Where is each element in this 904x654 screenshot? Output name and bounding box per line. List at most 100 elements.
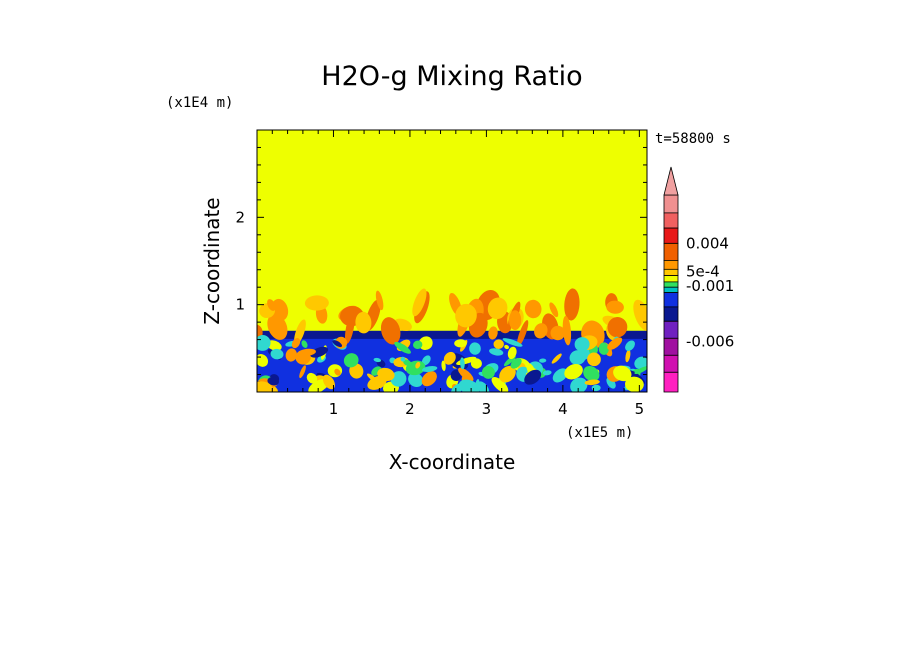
eddy-blob (408, 372, 424, 388)
eddy-blob (267, 376, 279, 386)
colorbar-level (663, 227, 679, 244)
x-scale-label: (x1E5 m) (566, 425, 633, 441)
eddy-blob (310, 346, 329, 358)
plot-field (257, 130, 647, 392)
x-axis-label: X-coordinate (389, 450, 516, 474)
eddy-blob (266, 340, 282, 351)
eddy-blob (587, 352, 601, 367)
z-scale-label: (x1E4 m) (166, 95, 233, 111)
colorbar-level (663, 371, 679, 393)
colorbar-level (663, 337, 679, 356)
plume-blob (516, 320, 529, 347)
eddy-blob (415, 361, 421, 369)
eddy-blob (607, 337, 623, 350)
eddy-blob (551, 353, 562, 364)
eddy-blob (493, 339, 504, 350)
plume-blob (267, 299, 276, 311)
eddy-blob (270, 348, 284, 360)
axis-ticks: 1 2 3 4 5 1 2 (235, 130, 647, 418)
eddy-blob (507, 346, 517, 360)
eddy-blob (634, 366, 647, 375)
colorbar-level (663, 268, 679, 276)
eddy-blob (552, 368, 568, 383)
eddy-blob (451, 383, 463, 392)
plume-blob (508, 310, 522, 330)
eddy-blob (489, 348, 504, 356)
colorbar-level (663, 306, 679, 322)
eddy-blob (332, 340, 343, 348)
eddy-blob (625, 340, 635, 351)
eddy-blob (297, 348, 316, 357)
plume-blob (607, 317, 628, 338)
y-tick-label: 2 (235, 208, 245, 226)
x-tick-label: 2 (405, 400, 415, 418)
colorbar-level (663, 275, 679, 283)
eddy-blob (450, 369, 462, 381)
eddy-blob (625, 349, 631, 363)
colorbar-label: 0.004 (686, 234, 729, 252)
eddy-blob (574, 337, 590, 352)
eddy-blob (598, 342, 609, 355)
boundary-layer-top-band (257, 330, 647, 339)
eddy-blob (306, 372, 318, 384)
plume-blob (455, 303, 477, 328)
x-tick-label: 4 (558, 400, 568, 418)
x-tick-label: 1 (329, 400, 339, 418)
x-tick-label: 5 (635, 400, 645, 418)
plume-blob (534, 323, 548, 339)
eddy-blob (373, 357, 382, 363)
plume-blob (606, 300, 624, 314)
colorbar-level (663, 212, 679, 229)
eddy-blob (441, 360, 446, 372)
plume-blob (549, 302, 559, 318)
eddy-blob (470, 358, 482, 369)
plume-blob (550, 325, 566, 341)
eddy-blob (469, 342, 481, 355)
plume-blob (564, 288, 580, 321)
plume-blob (412, 288, 427, 317)
plume-blob (488, 326, 498, 340)
eddy-blob (400, 356, 406, 362)
eddy-blob (308, 379, 329, 392)
eddy-blob (343, 353, 359, 368)
eddy-blob (510, 357, 522, 369)
eddy-blob (403, 359, 412, 367)
plume-blob (304, 295, 329, 311)
eddy-blob (443, 351, 456, 365)
eddy-blob (564, 363, 583, 380)
plume-blob (345, 312, 355, 344)
eddy-blob (367, 373, 379, 383)
eddy-blob (285, 348, 297, 362)
eddy-blob (458, 367, 474, 382)
colorbar-label: -0.001 (686, 277, 734, 295)
eddy-blob (349, 363, 364, 379)
eddy-blob (299, 365, 306, 379)
eddy-blob (413, 340, 423, 350)
eddy-blob (570, 377, 588, 392)
eddy-blob (421, 371, 437, 387)
eddy-blob (394, 341, 411, 354)
eddy-blob (301, 340, 308, 348)
eddy-blob (458, 379, 480, 392)
eddy-blob (322, 374, 335, 390)
eddy-blob (481, 365, 495, 379)
colorbar-label: -0.006 (686, 332, 734, 350)
eddy-blob (454, 339, 467, 348)
x-tick-label: 3 (482, 400, 492, 418)
eddy-blob (418, 336, 433, 351)
colorbar-extend-arrow (663, 166, 679, 196)
eddy-blob (491, 377, 509, 392)
eddy-blob (422, 365, 438, 373)
time-label: t=58800 s (655, 131, 731, 147)
eddy-blob (504, 344, 509, 350)
eddy-blob (499, 365, 516, 383)
colorbar-level (663, 320, 679, 339)
colorbar-level (663, 292, 679, 308)
plume-blob (355, 311, 372, 334)
eddy-blob (291, 338, 301, 349)
eddy-blob (377, 367, 395, 381)
y-axis-label: Z-coordinate (200, 197, 224, 324)
eddy-blob (613, 365, 632, 382)
colorbar-level (663, 281, 679, 288)
